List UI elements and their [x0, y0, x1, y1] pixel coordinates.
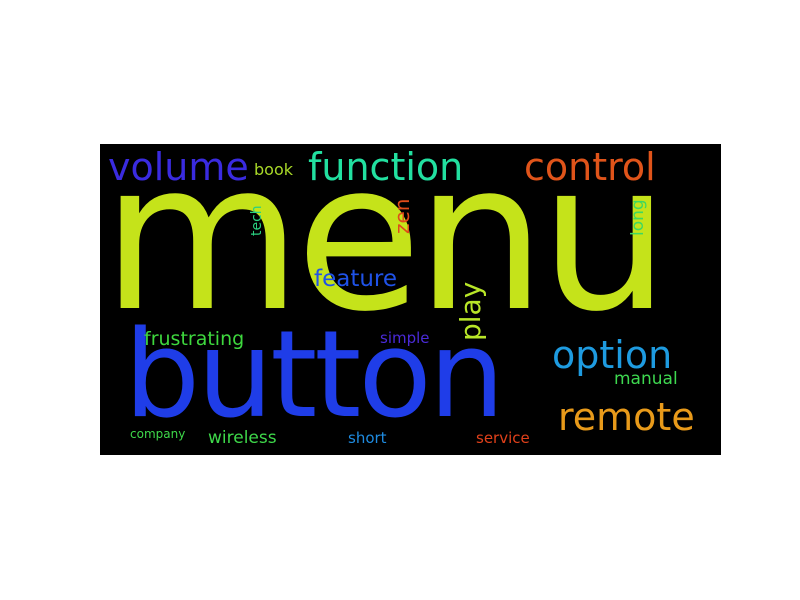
word-frustrating: frustrating: [144, 328, 245, 350]
word-tech: tech: [249, 205, 265, 236]
word-wireless: wireless: [208, 428, 277, 448]
word-short: short: [348, 429, 387, 447]
word-control: control: [524, 145, 656, 189]
word-play: play: [454, 281, 487, 341]
word-manual: manual: [614, 369, 678, 389]
word-menu: menu: [102, 144, 670, 357]
word-simple: simple: [380, 329, 430, 347]
word-volume: volume: [108, 145, 249, 189]
word-zen: zen: [390, 198, 414, 234]
word-cloud: menu button volume function control opti…: [100, 144, 721, 455]
word-company: company: [130, 427, 186, 441]
word-book: book: [254, 160, 293, 179]
word-button: button: [124, 306, 505, 445]
word-option: option: [552, 333, 673, 377]
word-service: service: [476, 429, 530, 447]
word-feature: feature: [314, 266, 398, 292]
word-long: long: [628, 199, 648, 236]
word-function: function: [308, 145, 464, 189]
word-remote: remote: [558, 395, 695, 439]
